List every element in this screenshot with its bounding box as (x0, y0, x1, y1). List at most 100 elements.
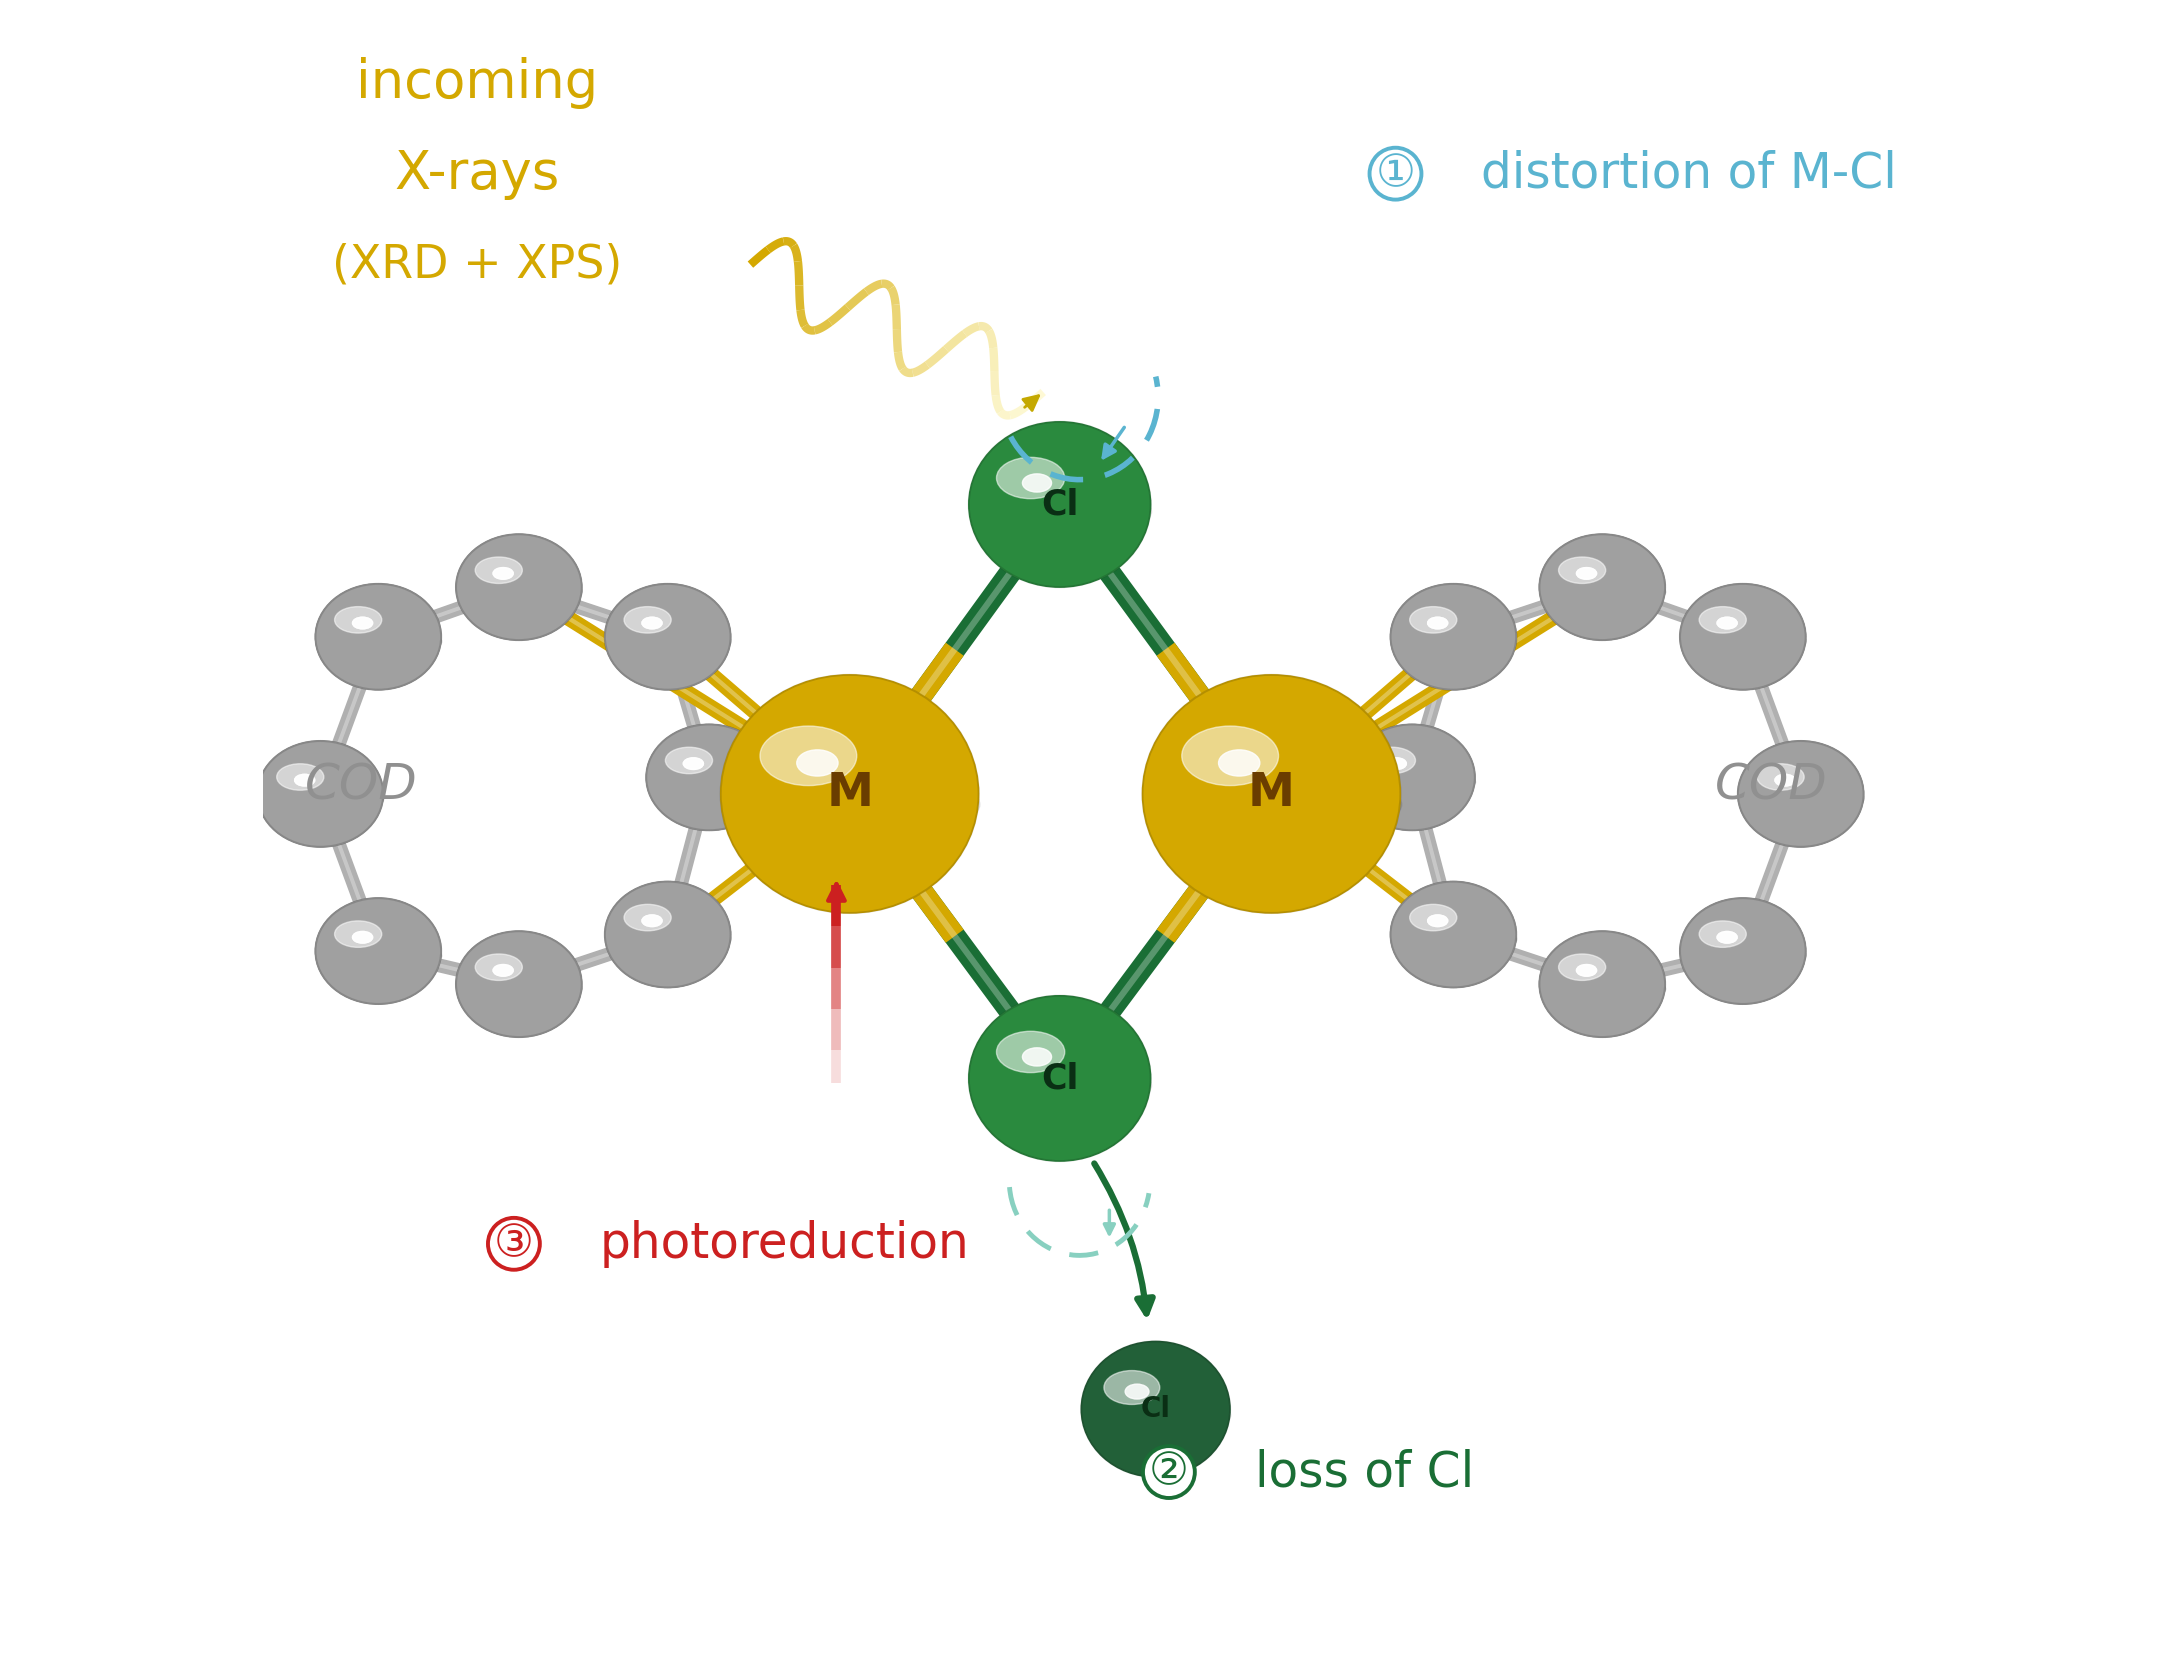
Text: COD: COD (1715, 761, 1828, 810)
Ellipse shape (1700, 607, 1745, 633)
Ellipse shape (1687, 627, 1806, 657)
Ellipse shape (1397, 627, 1517, 657)
Ellipse shape (647, 724, 771, 830)
Ellipse shape (353, 617, 373, 629)
Ellipse shape (1427, 915, 1447, 926)
Ellipse shape (1717, 617, 1737, 629)
Text: Cl: Cl (1140, 1396, 1170, 1422)
Ellipse shape (264, 784, 384, 814)
Ellipse shape (760, 726, 856, 786)
Ellipse shape (996, 458, 1066, 500)
Ellipse shape (1427, 617, 1447, 629)
Text: photoreduction: photoreduction (599, 1219, 970, 1269)
Ellipse shape (455, 931, 582, 1037)
Ellipse shape (277, 764, 325, 791)
Ellipse shape (492, 964, 514, 976)
Ellipse shape (455, 931, 582, 1037)
Ellipse shape (684, 758, 704, 769)
Ellipse shape (462, 577, 582, 607)
Ellipse shape (1538, 931, 1665, 1037)
Ellipse shape (277, 764, 325, 791)
Ellipse shape (492, 567, 514, 579)
Ellipse shape (1558, 557, 1606, 584)
Ellipse shape (1427, 915, 1447, 926)
Ellipse shape (455, 534, 582, 640)
Ellipse shape (1575, 567, 1597, 579)
Ellipse shape (475, 954, 523, 981)
Ellipse shape (1547, 974, 1665, 1004)
Ellipse shape (734, 772, 981, 837)
Ellipse shape (1427, 617, 1447, 629)
Ellipse shape (1386, 758, 1405, 769)
Ellipse shape (1700, 607, 1745, 633)
Ellipse shape (336, 921, 381, 948)
Ellipse shape (1547, 577, 1665, 607)
Ellipse shape (1717, 931, 1737, 943)
Ellipse shape (978, 1064, 1153, 1108)
Ellipse shape (1410, 607, 1458, 633)
Ellipse shape (1124, 1384, 1148, 1399)
Ellipse shape (322, 941, 442, 971)
Ellipse shape (643, 915, 662, 926)
Ellipse shape (1218, 749, 1259, 776)
Ellipse shape (316, 584, 440, 690)
Ellipse shape (1739, 741, 1863, 847)
Text: loss of Cl: loss of Cl (1255, 1447, 1473, 1497)
Ellipse shape (1386, 758, 1405, 769)
Ellipse shape (1680, 898, 1806, 1004)
Ellipse shape (1410, 607, 1458, 633)
Ellipse shape (336, 607, 381, 633)
Ellipse shape (492, 567, 514, 579)
Ellipse shape (322, 627, 442, 657)
Ellipse shape (1680, 898, 1806, 1004)
Ellipse shape (1022, 1049, 1052, 1067)
Ellipse shape (665, 748, 713, 774)
Ellipse shape (654, 767, 774, 797)
Ellipse shape (1739, 741, 1863, 847)
Ellipse shape (606, 882, 730, 987)
Ellipse shape (322, 627, 442, 657)
Ellipse shape (1349, 724, 1475, 830)
Ellipse shape (606, 584, 730, 690)
Text: ③: ③ (495, 1222, 534, 1265)
Ellipse shape (475, 954, 523, 981)
Ellipse shape (623, 607, 671, 633)
Text: distortion of M-Cl: distortion of M-Cl (1482, 149, 1898, 198)
Ellipse shape (1397, 925, 1517, 954)
Ellipse shape (1558, 954, 1606, 981)
Ellipse shape (336, 607, 381, 633)
Text: M: M (1249, 771, 1294, 817)
Ellipse shape (798, 749, 839, 776)
Ellipse shape (970, 996, 1151, 1161)
Ellipse shape (1410, 905, 1458, 931)
Ellipse shape (1776, 774, 1795, 786)
Ellipse shape (322, 941, 442, 971)
Ellipse shape (996, 1032, 1066, 1072)
Ellipse shape (1390, 584, 1517, 690)
Ellipse shape (1575, 964, 1597, 976)
Ellipse shape (1547, 577, 1665, 607)
Ellipse shape (1756, 764, 1804, 791)
Text: ②: ② (1148, 1451, 1190, 1494)
Ellipse shape (1390, 584, 1517, 690)
Ellipse shape (721, 675, 978, 913)
Ellipse shape (623, 905, 671, 931)
Ellipse shape (1680, 584, 1806, 690)
Ellipse shape (475, 557, 523, 584)
Text: COD: COD (305, 761, 418, 810)
Ellipse shape (316, 898, 440, 1004)
Ellipse shape (1700, 921, 1745, 948)
Ellipse shape (1700, 921, 1745, 948)
Ellipse shape (1368, 748, 1416, 774)
Text: Cl: Cl (1042, 1062, 1079, 1095)
Ellipse shape (1090, 1396, 1231, 1434)
Ellipse shape (643, 617, 662, 629)
Ellipse shape (1397, 627, 1517, 657)
Ellipse shape (1538, 534, 1665, 640)
Ellipse shape (970, 422, 1151, 587)
Ellipse shape (1538, 931, 1665, 1037)
Ellipse shape (316, 584, 440, 690)
Ellipse shape (1022, 475, 1052, 493)
Ellipse shape (336, 921, 381, 948)
Ellipse shape (1355, 767, 1475, 797)
